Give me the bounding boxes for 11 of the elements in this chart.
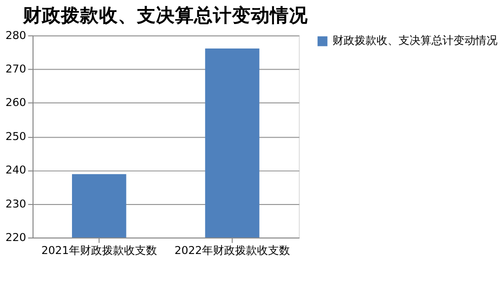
y-tick-label: 260 bbox=[5, 96, 26, 110]
y-tick-label: 280 bbox=[5, 28, 26, 42]
legend-label: 财政拨款收、支决算总计变动情况 bbox=[332, 34, 498, 48]
x-tick-label: 2021年财政拨款收支数 bbox=[41, 244, 157, 257]
y-tick-label: 230 bbox=[5, 197, 26, 210]
x-tick-label: 2022年财政拨款收支数 bbox=[174, 244, 290, 257]
chart-title: 财政拨款收、支决算总计变动情况 bbox=[22, 4, 310, 27]
y-tick-label: 240 bbox=[5, 164, 26, 177]
y-tick-label: 270 bbox=[5, 62, 26, 76]
y-tick-label: 250 bbox=[5, 130, 26, 143]
y-tick-label: 220 bbox=[5, 230, 26, 244]
